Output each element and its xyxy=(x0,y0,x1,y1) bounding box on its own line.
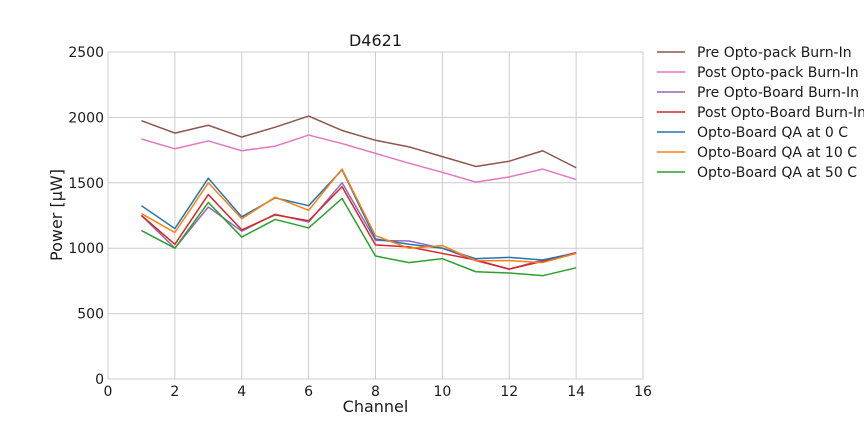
legend: Pre Opto-pack Burn-In Post Opto-pack Burn… xyxy=(657,45,864,181)
series-line-4 xyxy=(140,185,577,270)
legend-label: Pre Opto-pack Burn-In xyxy=(697,45,852,61)
legend-label: Opto-Board QA at 10 C xyxy=(697,145,857,161)
x-tick-label: 10 xyxy=(433,384,451,400)
x-tick-label: 2 xyxy=(170,384,179,400)
series-line-7 xyxy=(141,197,577,277)
y-tick-label: 0 xyxy=(95,372,104,388)
series-line-6 xyxy=(141,168,577,264)
x-tick-label: 4 xyxy=(237,384,246,400)
series-line-1 xyxy=(141,115,577,169)
legend-label: Post Opto-Board Burn-In xyxy=(697,105,864,121)
y-axis-ticks: 0 500 1000 1500 2000 2500 xyxy=(68,45,104,388)
plot-frame xyxy=(107,51,644,380)
y-axis-label: Power [μW] xyxy=(47,169,66,261)
y-tick-label: 500 xyxy=(77,307,104,323)
legend-label: Post Opto-pack Burn-In xyxy=(697,65,859,81)
x-tick-label: 14 xyxy=(567,384,585,400)
x-tick-label: 12 xyxy=(500,384,518,400)
chart-title: D4621 xyxy=(349,31,402,50)
legend-label: Opto-Board QA at 0 C xyxy=(697,125,848,141)
series-line-5 xyxy=(141,168,577,261)
x-tick-label: 0 xyxy=(104,384,113,400)
series-line-2 xyxy=(141,134,577,183)
x-axis-label: Channel xyxy=(343,397,409,416)
y-tick-label: 1000 xyxy=(68,241,104,257)
grid xyxy=(107,51,644,380)
legend-label: Pre Opto-Board Burn-In xyxy=(697,85,859,101)
series-lines xyxy=(140,115,577,277)
legend-label: Opto-Board QA at 50 C xyxy=(697,165,857,181)
y-tick-label: 2000 xyxy=(68,110,104,126)
x-tick-label: 16 xyxy=(634,384,652,400)
x-tick-label: 6 xyxy=(304,384,313,400)
x-axis-ticks: 0 2 4 6 8 10 12 14 16 xyxy=(104,384,652,400)
y-tick-label: 2500 xyxy=(68,45,104,61)
y-tick-label: 1500 xyxy=(68,176,104,192)
x-tick-label: 8 xyxy=(371,384,380,400)
